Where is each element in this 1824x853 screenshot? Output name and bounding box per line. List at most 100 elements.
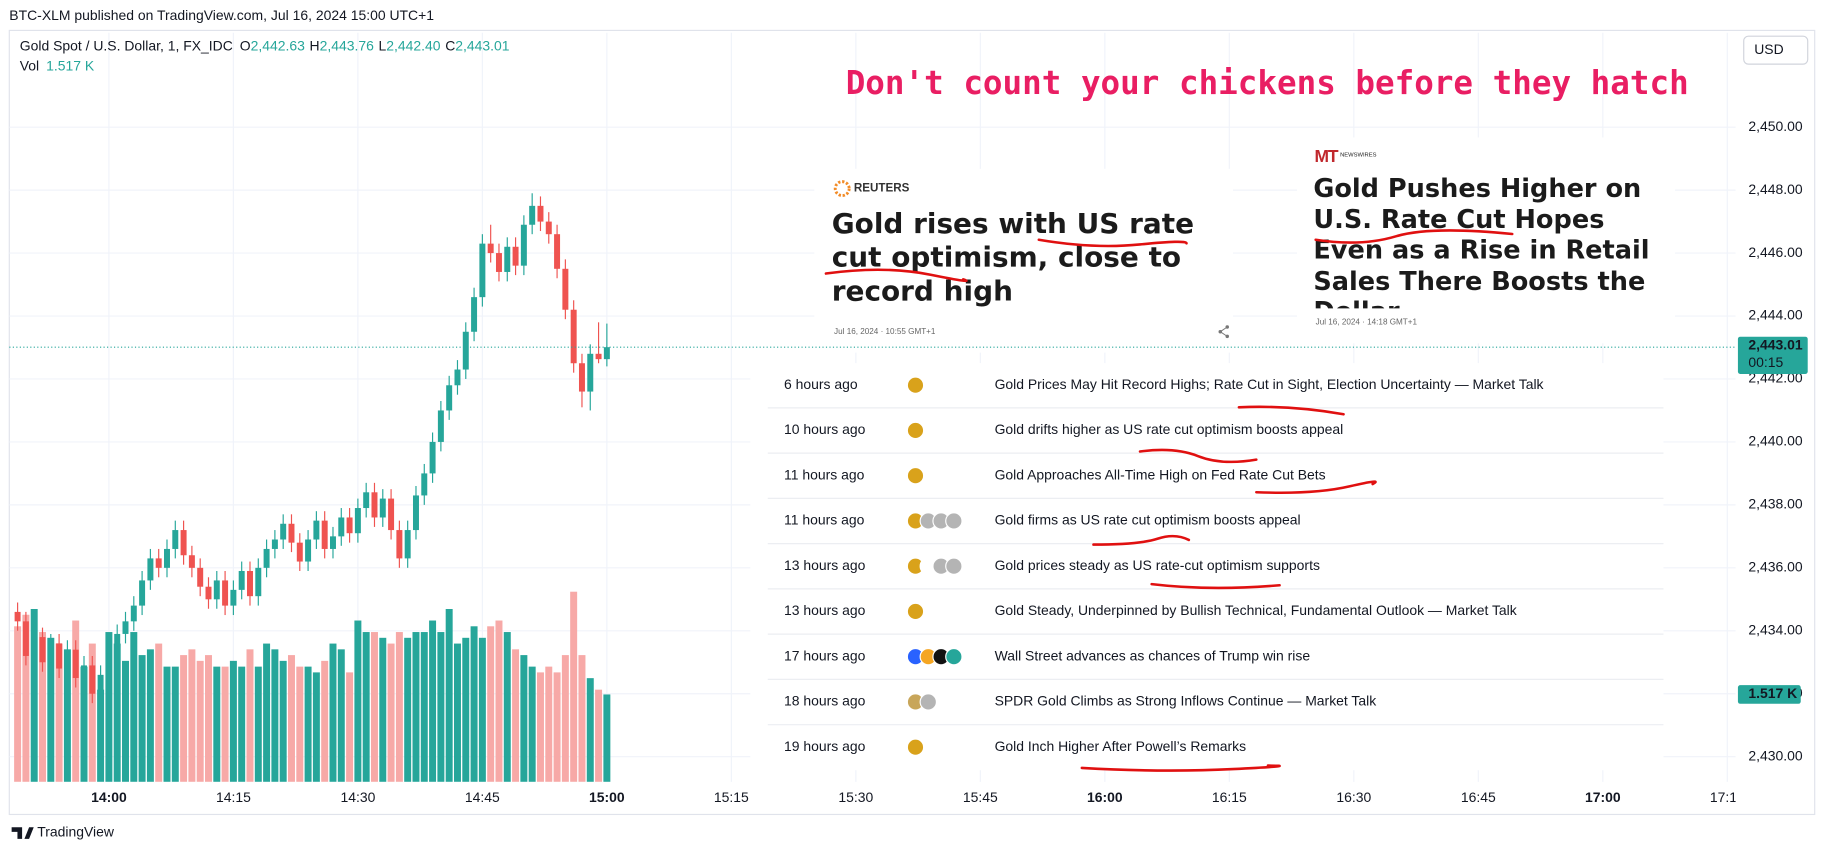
card-source: NEWSWIRES [1340, 152, 1377, 158]
news-time: 13 hours ago [784, 602, 866, 618]
ohlc-key: L [379, 37, 387, 53]
candle-body [164, 548, 170, 568]
volume-bar [296, 666, 304, 782]
volume-bar [387, 643, 395, 782]
volume-bar [545, 666, 553, 782]
candle-body [14, 611, 21, 622]
publish-info: BTC-XLM published on TradingView.com, Ju… [9, 7, 434, 23]
volume-bar [420, 632, 428, 782]
candle-body [81, 665, 87, 679]
volume-title: Vol [20, 57, 39, 73]
news-time: 19 hours ago [784, 738, 866, 754]
x-tick-label: 17:15 [1710, 789, 1745, 805]
volume-bar [512, 649, 520, 782]
candle-body [114, 633, 121, 647]
news-headline[interactable]: Gold prices steady as US rate-cut optimi… [995, 557, 1320, 573]
countdown-label: 00:15 [1748, 354, 1783, 370]
last-price-tag [1737, 336, 1808, 374]
ohlc-value: 2,443.01 [455, 37, 510, 53]
candle-body [520, 224, 527, 266]
candle-body [147, 558, 154, 581]
news-headline[interactable]: Gold Approaches All-Time High on Fed Rat… [995, 466, 1326, 482]
volume-bar [346, 672, 354, 782]
news-headline[interactable]: Gold drifts higher as US rate cut optimi… [995, 421, 1344, 437]
candle-body [537, 205, 544, 222]
news-headline[interactable]: Gold Prices May Hit Record Highs; Rate C… [995, 376, 1544, 392]
y-tick-label: 2,440.00 [1748, 433, 1803, 449]
volume-bar [429, 620, 437, 782]
news-headline[interactable]: SPDR Gold Climbs as Strong Inflows Conti… [995, 693, 1377, 709]
candle-body [238, 570, 245, 590]
volume-bar [453, 643, 461, 782]
volume-bar [304, 666, 312, 782]
candle-body [446, 385, 453, 411]
share-icon[interactable] [1218, 325, 1229, 339]
source-icon [919, 693, 938, 711]
news-headline[interactable]: Gold firms as US rate cut optimism boost… [995, 512, 1301, 528]
candle-body [338, 517, 345, 537]
y-tick-label: 2,448.00 [1748, 181, 1803, 197]
volume-bar [404, 637, 412, 782]
volume-bar [72, 620, 80, 782]
source-icon [906, 466, 925, 485]
volume-tag [1737, 685, 1801, 704]
chart-frame [8, 29, 1816, 816]
candle-body [305, 539, 312, 562]
candle-body [504, 246, 511, 272]
source-icon [945, 557, 963, 575]
candle-body [529, 205, 536, 225]
volume-bar [337, 649, 345, 782]
volume-bar [263, 643, 271, 782]
volume-bar [22, 614, 30, 782]
source-icon [906, 602, 925, 621]
y-tick-label: 2,438.00 [1748, 496, 1803, 512]
candle-body [97, 674, 104, 694]
candle-body [404, 530, 411, 559]
volume-bar [97, 689, 105, 782]
candle-body [296, 542, 303, 562]
news-time: 10 hours ago [784, 421, 866, 437]
card-date: Jul 16, 2024 · 10:55 GMT+1 [834, 327, 936, 336]
candle-body [313, 520, 320, 540]
candle-body [346, 517, 353, 534]
news-headline[interactable]: Wall Street advances as chances of Trump… [995, 647, 1311, 663]
volume-bar [437, 632, 445, 782]
volume-bar [113, 643, 121, 782]
card-headline-box: Gold rises with US rate cut optimism, cl… [831, 207, 1195, 308]
candle-body [396, 530, 403, 559]
news-headline[interactable]: Gold Inch Higher After Powell’s Remarks [995, 738, 1247, 754]
volume-bar [478, 637, 486, 782]
volume-bar [487, 626, 495, 782]
volume-bar [279, 660, 287, 782]
source-icon [906, 421, 925, 440]
candle-body [180, 530, 187, 556]
ohlc-key: O [240, 37, 251, 53]
card-headline: Gold rises with US rate cut optimism, cl… [831, 207, 1195, 308]
volume-bar [130, 632, 138, 782]
candle-body [130, 605, 137, 622]
candle-body [578, 363, 585, 392]
volume-bar [238, 666, 246, 782]
volume-bar [412, 632, 420, 782]
candle-body [122, 621, 129, 634]
candle-body [155, 558, 162, 568]
candle-body [271, 539, 278, 549]
news-time: 17 hours ago [784, 647, 866, 663]
news-list [750, 363, 1664, 771]
news-headline[interactable]: Gold Steady, Underpinned by Bullish Tech… [995, 602, 1517, 618]
volume-bar [462, 637, 470, 782]
volume-bar [246, 649, 254, 782]
x-tick-label: 15:00 [589, 789, 625, 805]
symbol-legend: Gold Spot / U.S. Dollar, 1, FX_IDC O2,442… [20, 37, 510, 53]
currency-button[interactable] [1743, 35, 1809, 65]
card-logo: MT [1314, 146, 1338, 166]
candle-body [462, 331, 469, 370]
volume-bar [329, 643, 337, 782]
volume-bar [445, 608, 453, 782]
volume-bar [80, 666, 88, 782]
candle-body [587, 353, 594, 392]
candle-body [545, 221, 552, 235]
underlines [824, 229, 1514, 772]
volume-bar [39, 632, 46, 782]
x-axis: 14:00 14:15 14:30 14:45 15:00 15:15 15:30 15:45… [91, 789, 1745, 805]
